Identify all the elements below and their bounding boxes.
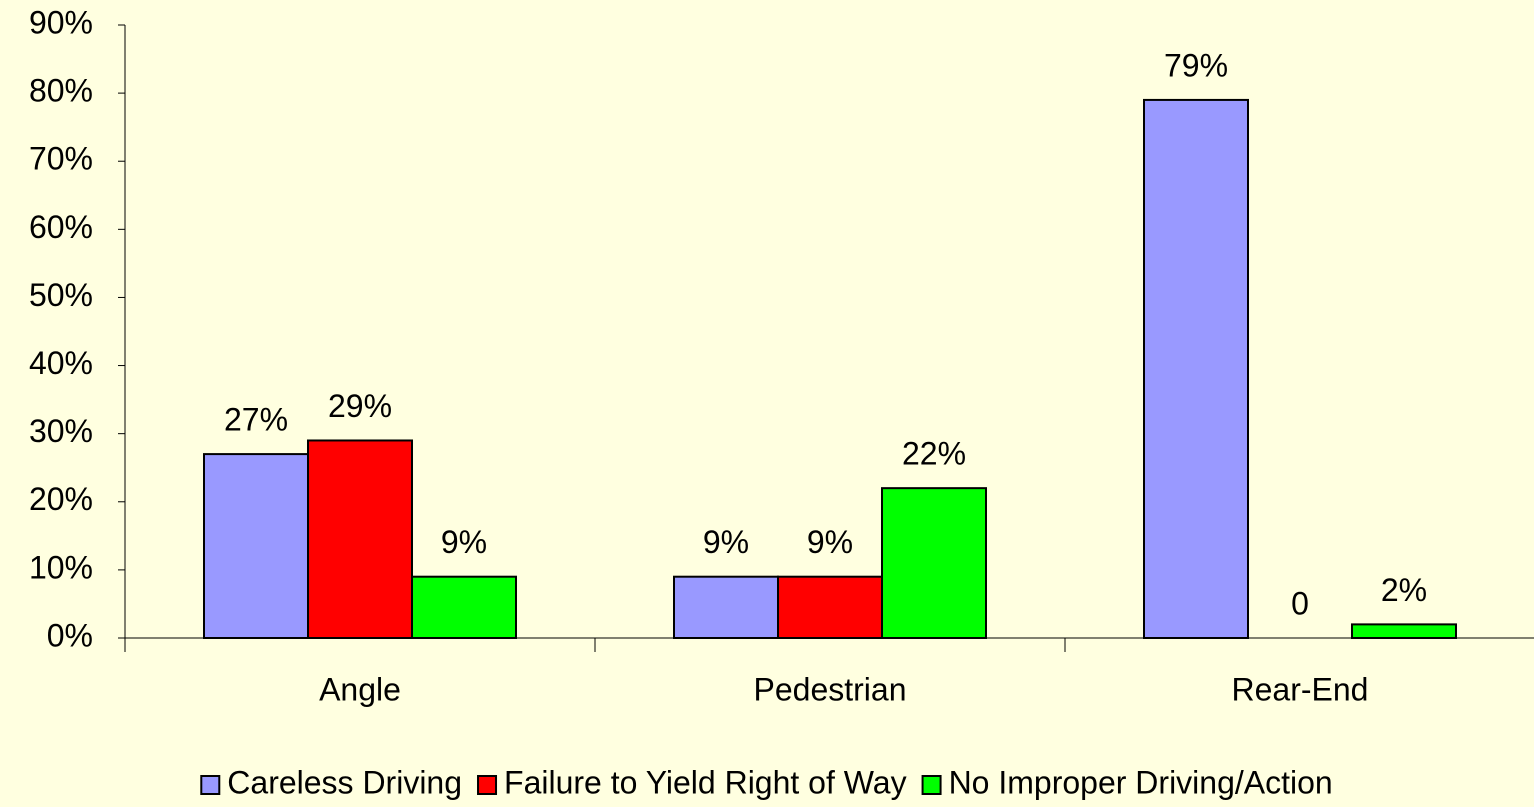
data-label: 0 bbox=[1291, 585, 1309, 621]
bar bbox=[307, 439, 413, 639]
bar bbox=[673, 575, 779, 640]
y-tick-label: 40% bbox=[29, 345, 93, 381]
bar bbox=[411, 575, 517, 640]
legend-swatch bbox=[200, 775, 221, 795]
data-label: 2% bbox=[1381, 572, 1427, 608]
y-tick-label: 90% bbox=[29, 4, 93, 40]
legend-swatch bbox=[921, 775, 942, 795]
data-label: 9% bbox=[703, 524, 749, 560]
data-label: 29% bbox=[328, 388, 392, 424]
data-label: 9% bbox=[441, 524, 487, 560]
legend-label: Careless Driving bbox=[227, 764, 462, 800]
legend-label: Failure to Yield Right of Way bbox=[504, 764, 907, 800]
y-tick-label: 10% bbox=[29, 549, 93, 585]
data-label: 27% bbox=[224, 402, 288, 438]
y-tick-label: 70% bbox=[29, 141, 93, 177]
y-tick-label: 60% bbox=[29, 209, 93, 245]
y-tick-label: 80% bbox=[29, 73, 93, 109]
legend-label: No Improper Driving/Action bbox=[949, 764, 1333, 800]
y-tick-label: 50% bbox=[29, 277, 93, 313]
y-tick-label: 30% bbox=[29, 413, 93, 449]
data-label: 9% bbox=[807, 524, 853, 560]
y-tick-label: 0% bbox=[47, 617, 93, 653]
bar bbox=[1351, 623, 1457, 640]
x-tick-label: Angle bbox=[319, 671, 401, 707]
data-label: 79% bbox=[1164, 47, 1228, 83]
data-label: 22% bbox=[902, 436, 966, 472]
bar bbox=[1143, 98, 1249, 639]
bar bbox=[777, 575, 883, 640]
x-tick-label: Rear-End bbox=[1232, 671, 1369, 707]
bar bbox=[203, 453, 309, 639]
x-tick-label: Pedestrian bbox=[754, 671, 907, 707]
legend-swatch bbox=[477, 775, 498, 795]
bar bbox=[881, 487, 987, 639]
y-tick-label: 20% bbox=[29, 481, 93, 517]
